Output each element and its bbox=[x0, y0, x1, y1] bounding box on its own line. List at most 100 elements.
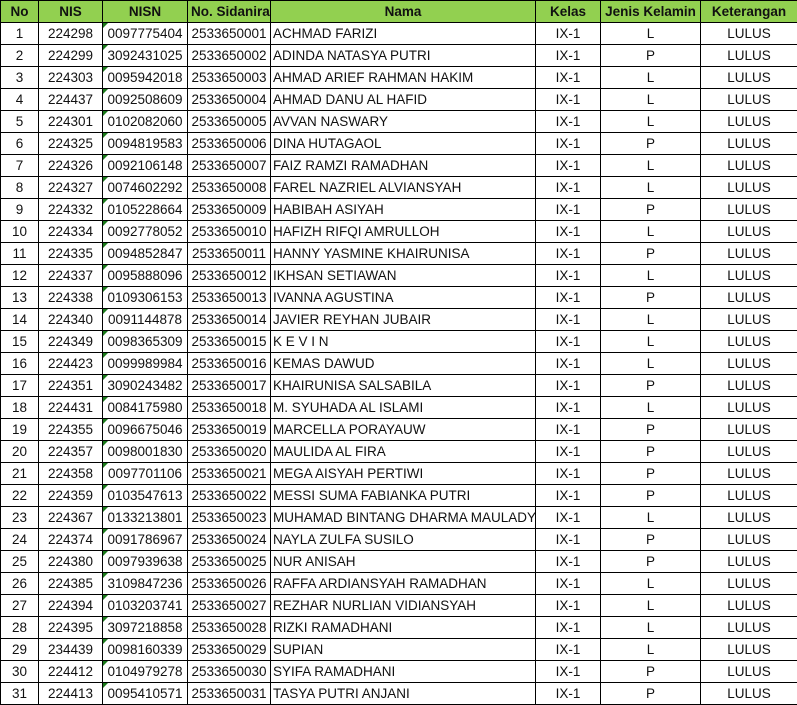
cell-sidanira: 2533650029 bbox=[188, 639, 271, 661]
cell-nama: HANNY YASMINE KHAIRUNISA bbox=[271, 243, 536, 265]
cell-jenis-kelamin: L bbox=[601, 265, 701, 287]
cell-no: 25 bbox=[1, 551, 39, 573]
cell-jenis-kelamin: P bbox=[601, 375, 701, 397]
cell-nisn: 0092508609 bbox=[103, 89, 188, 111]
cell-keterangan: LULUS bbox=[701, 375, 797, 397]
cell-nama: TASYA PUTRI ANJANI bbox=[271, 683, 536, 705]
cell-nama: MAULIDA AL FIRA bbox=[271, 441, 536, 463]
cell-nama: RAFFA ARDIANSYAH RAMADHAN bbox=[271, 573, 536, 595]
cell-keterangan: LULUS bbox=[701, 485, 797, 507]
cell-nisn: 0095942018 bbox=[103, 67, 188, 89]
cell-keterangan: LULUS bbox=[701, 133, 797, 155]
cell-jenis-kelamin: L bbox=[601, 639, 701, 661]
cell-nis: 224374 bbox=[39, 529, 103, 551]
cell-nisn: 0096675046 bbox=[103, 419, 188, 441]
cell-sidanira: 2533650008 bbox=[188, 177, 271, 199]
cell-kelas: IX-1 bbox=[536, 287, 601, 309]
cell-sidanira: 2533650017 bbox=[188, 375, 271, 397]
cell-kelas: IX-1 bbox=[536, 111, 601, 133]
cell-nis: 224340 bbox=[39, 309, 103, 331]
cell-nis: 224394 bbox=[39, 595, 103, 617]
cell-keterangan: LULUS bbox=[701, 331, 797, 353]
cell-kelas: IX-1 bbox=[536, 529, 601, 551]
cell-keterangan: LULUS bbox=[701, 45, 797, 67]
cell-no: 27 bbox=[1, 595, 39, 617]
cell-keterangan: LULUS bbox=[701, 353, 797, 375]
cell-nama: MESSI SUMA FABIANKA PUTRI bbox=[271, 485, 536, 507]
cell-kelas: IX-1 bbox=[536, 419, 601, 441]
cell-kelas: IX-1 bbox=[536, 331, 601, 353]
cell-nis: 224431 bbox=[39, 397, 103, 419]
header-row: No NIS NISN No. Sidanira Nama Kelas Jeni… bbox=[1, 1, 797, 23]
cell-nama: MARCELLA PORAYAUW bbox=[271, 419, 536, 441]
cell-jenis-kelamin: L bbox=[601, 155, 701, 177]
cell-sidanira: 2533650020 bbox=[188, 441, 271, 463]
cell-kelas: IX-1 bbox=[536, 661, 601, 683]
cell-nama: HAFIZH RIFQI AMRULLOH bbox=[271, 221, 536, 243]
cell-nis: 224326 bbox=[39, 155, 103, 177]
cell-nis: 224301 bbox=[39, 111, 103, 133]
cell-no: 18 bbox=[1, 397, 39, 419]
cell-sidanira: 2533650030 bbox=[188, 661, 271, 683]
cell-sidanira: 2533650025 bbox=[188, 551, 271, 573]
cell-sidanira: 2533650019 bbox=[188, 419, 271, 441]
cell-sidanira: 2533650004 bbox=[188, 89, 271, 111]
cell-sidanira: 2533650028 bbox=[188, 617, 271, 639]
cell-no: 4 bbox=[1, 89, 39, 111]
cell-jenis-kelamin: P bbox=[601, 199, 701, 221]
cell-jenis-kelamin: P bbox=[601, 529, 701, 551]
cell-jenis-kelamin: L bbox=[601, 353, 701, 375]
cell-keterangan: LULUS bbox=[701, 221, 797, 243]
cell-jenis-kelamin: P bbox=[601, 419, 701, 441]
cell-nis: 224357 bbox=[39, 441, 103, 463]
cell-keterangan: LULUS bbox=[701, 89, 797, 111]
cell-no: 26 bbox=[1, 573, 39, 595]
cell-kelas: IX-1 bbox=[536, 441, 601, 463]
cell-nama: SUPIAN bbox=[271, 639, 536, 661]
cell-nis: 224332 bbox=[39, 199, 103, 221]
cell-no: 10 bbox=[1, 221, 39, 243]
cell-nis: 224299 bbox=[39, 45, 103, 67]
cell-no: 31 bbox=[1, 683, 39, 705]
cell-nis: 224303 bbox=[39, 67, 103, 89]
cell-nis: 224380 bbox=[39, 551, 103, 573]
cell-nis: 224395 bbox=[39, 617, 103, 639]
cell-kelas: IX-1 bbox=[536, 375, 601, 397]
cell-kelas: IX-1 bbox=[536, 221, 601, 243]
cell-nis: 224437 bbox=[39, 89, 103, 111]
cell-jenis-kelamin: L bbox=[601, 67, 701, 89]
cell-kelas: IX-1 bbox=[536, 45, 601, 67]
cell-nis: 224337 bbox=[39, 265, 103, 287]
cell-keterangan: LULUS bbox=[701, 595, 797, 617]
cell-no: 28 bbox=[1, 617, 39, 639]
header-no: No bbox=[1, 1, 39, 23]
cell-nisn: 0098160339 bbox=[103, 639, 188, 661]
cell-sidanira: 2533650009 bbox=[188, 199, 271, 221]
cell-no: 12 bbox=[1, 265, 39, 287]
cell-jenis-kelamin: L bbox=[601, 573, 701, 595]
cell-sidanira: 2533650006 bbox=[188, 133, 271, 155]
cell-no: 9 bbox=[1, 199, 39, 221]
cell-nisn: 0084175980 bbox=[103, 397, 188, 419]
cell-jenis-kelamin: L bbox=[601, 331, 701, 353]
cell-nama: JAVIER REYHAN JUBAIR bbox=[271, 309, 536, 331]
cell-nisn: 3092431025 bbox=[103, 45, 188, 67]
cell-no: 14 bbox=[1, 309, 39, 331]
cell-kelas: IX-1 bbox=[536, 397, 601, 419]
cell-keterangan: LULUS bbox=[701, 177, 797, 199]
cell-no: 24 bbox=[1, 529, 39, 551]
cell-no: 6 bbox=[1, 133, 39, 155]
cell-nis: 224325 bbox=[39, 133, 103, 155]
cell-jenis-kelamin: P bbox=[601, 463, 701, 485]
cell-jenis-kelamin: L bbox=[601, 221, 701, 243]
cell-nisn: 0097701106 bbox=[103, 463, 188, 485]
cell-keterangan: LULUS bbox=[701, 507, 797, 529]
cell-nisn: 0092778052 bbox=[103, 221, 188, 243]
cell-keterangan: LULUS bbox=[701, 155, 797, 177]
cell-keterangan: LULUS bbox=[701, 111, 797, 133]
